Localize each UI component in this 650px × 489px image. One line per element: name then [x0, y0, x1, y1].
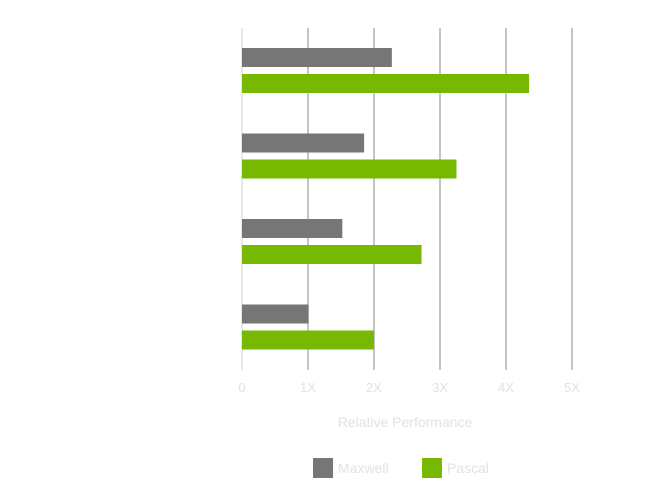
- x-tick-label: 3X: [432, 380, 448, 395]
- x-tick-label: 2X: [366, 380, 382, 395]
- bar-maxwell: [242, 304, 309, 324]
- bar-maxwell: [242, 219, 343, 238]
- bars: [242, 48, 530, 350]
- legend-swatch-maxwell: [313, 458, 333, 478]
- legend-label-maxwell: Maxwell: [338, 460, 389, 476]
- x-tick-labels: 0 1X 2X 3X 4X 5X: [238, 380, 580, 395]
- x-tick-label: 4X: [498, 380, 514, 395]
- bar-pascal: [242, 245, 422, 264]
- bar-maxwell: [242, 133, 365, 153]
- bar-pascal: [242, 159, 457, 179]
- x-tick-label: 0: [238, 380, 245, 395]
- legend-swatch-pascal: [422, 458, 442, 478]
- legend: Maxwell Pascal: [313, 458, 489, 478]
- bar-pascal: [242, 330, 374, 350]
- bar-maxwell: [242, 48, 392, 67]
- bar-pascal: [242, 74, 530, 93]
- x-axis-title: Relative Performance: [338, 414, 473, 430]
- legend-label-pascal: Pascal: [447, 460, 489, 476]
- x-tick-label: 5X: [564, 380, 580, 395]
- x-tick-label: 1X: [300, 380, 316, 395]
